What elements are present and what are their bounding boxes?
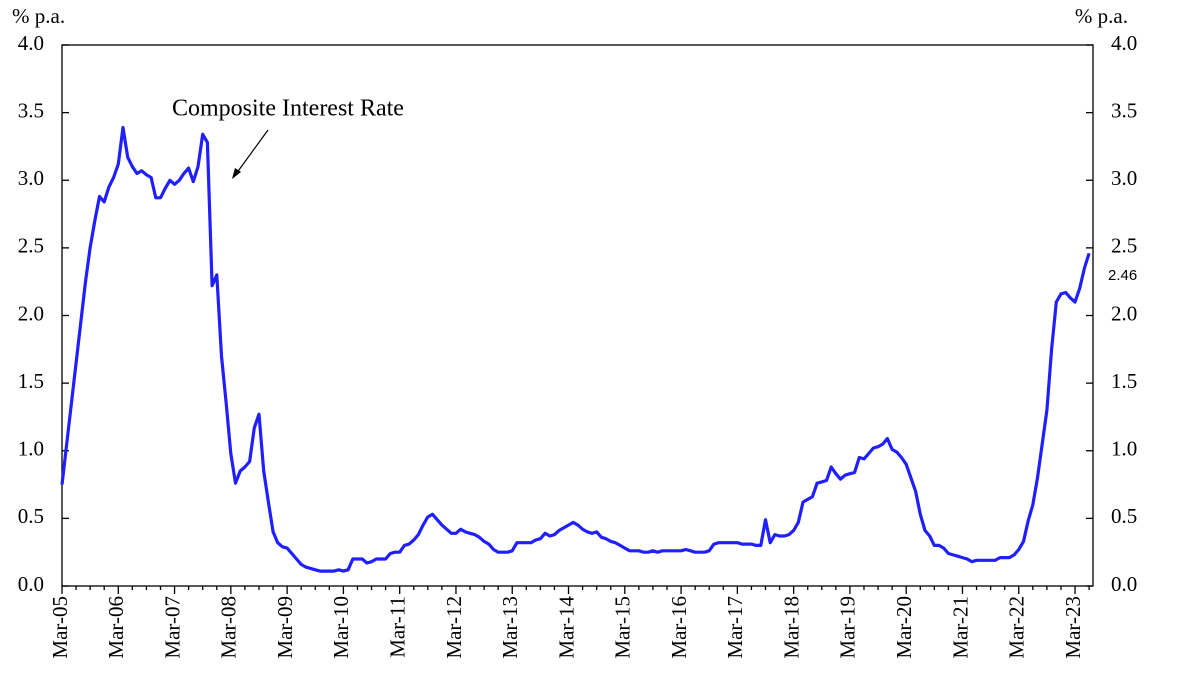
y2-tick-label: 3.0: [1111, 166, 1137, 190]
x-tick-label: Mar-15: [611, 596, 635, 659]
x-tick-label: Mar-10: [329, 596, 353, 659]
y2-tick-label: 3.5: [1111, 98, 1137, 122]
y2-tick-label: 1.0: [1111, 437, 1137, 461]
x-tick-label: Mar-17: [723, 596, 747, 659]
y2-tick-label: 2.0: [1111, 301, 1137, 325]
y-tick-label: 0.5: [18, 504, 44, 528]
y2-tick-label: 0.5: [1111, 504, 1137, 528]
y2-axis-label: % p.a.: [1075, 4, 1128, 28]
y-tick-label: 3.5: [18, 98, 44, 122]
y-tick-label: 3.0: [18, 166, 44, 190]
end-value-label: 2.46: [1108, 267, 1137, 284]
y2-tick-label: 4.0: [1111, 31, 1137, 55]
x-tick-label: Mar-09: [273, 596, 297, 659]
series-line: [60, 125, 1091, 573]
x-tick-label: Mar-21: [948, 596, 972, 659]
series-annotation: Composite Interest Rate: [172, 96, 404, 122]
x-tick-label: Mar-06: [104, 596, 128, 659]
x-tick-label: Mar-08: [217, 596, 241, 659]
x-tick-label: Mar-12: [442, 596, 466, 659]
y2-tick-label: 0.0: [1111, 572, 1137, 596]
x-tick-label: Mar-14: [554, 596, 578, 659]
y-tick-label: 1.0: [18, 437, 44, 461]
x-tick-label: Mar-22: [1005, 596, 1029, 659]
x-tick-label: Mar-11: [385, 596, 409, 658]
y-axis-label: % p.a.: [12, 4, 65, 28]
x-tick-label: Mar-19: [836, 596, 860, 659]
arrow-head: [232, 168, 241, 179]
y-tick-label: 1.5: [18, 369, 44, 393]
y-tick-label: 0.0: [18, 572, 44, 596]
x-tick-label: Mar-16: [667, 596, 691, 659]
y2-tick-label: 1.5: [1111, 369, 1137, 393]
x-tick-label: Mar-18: [779, 596, 803, 659]
y-tick-label: 2.5: [18, 234, 44, 258]
plot-frame: [61, 44, 1094, 587]
x-tick-label: Mar-23: [1061, 596, 1085, 659]
y-tick-label: 4.0: [18, 31, 44, 55]
y-tick-label: 2.0: [18, 301, 44, 325]
x-tick-label: Mar-13: [498, 596, 522, 659]
x-tick-label: Mar-07: [160, 596, 184, 659]
x-tick-label: Mar-20: [892, 596, 916, 659]
x-tick-label: Mar-05: [48, 596, 72, 659]
y2-tick-label: 2.5: [1111, 234, 1137, 258]
annotation-arrow: [235, 129, 269, 175]
